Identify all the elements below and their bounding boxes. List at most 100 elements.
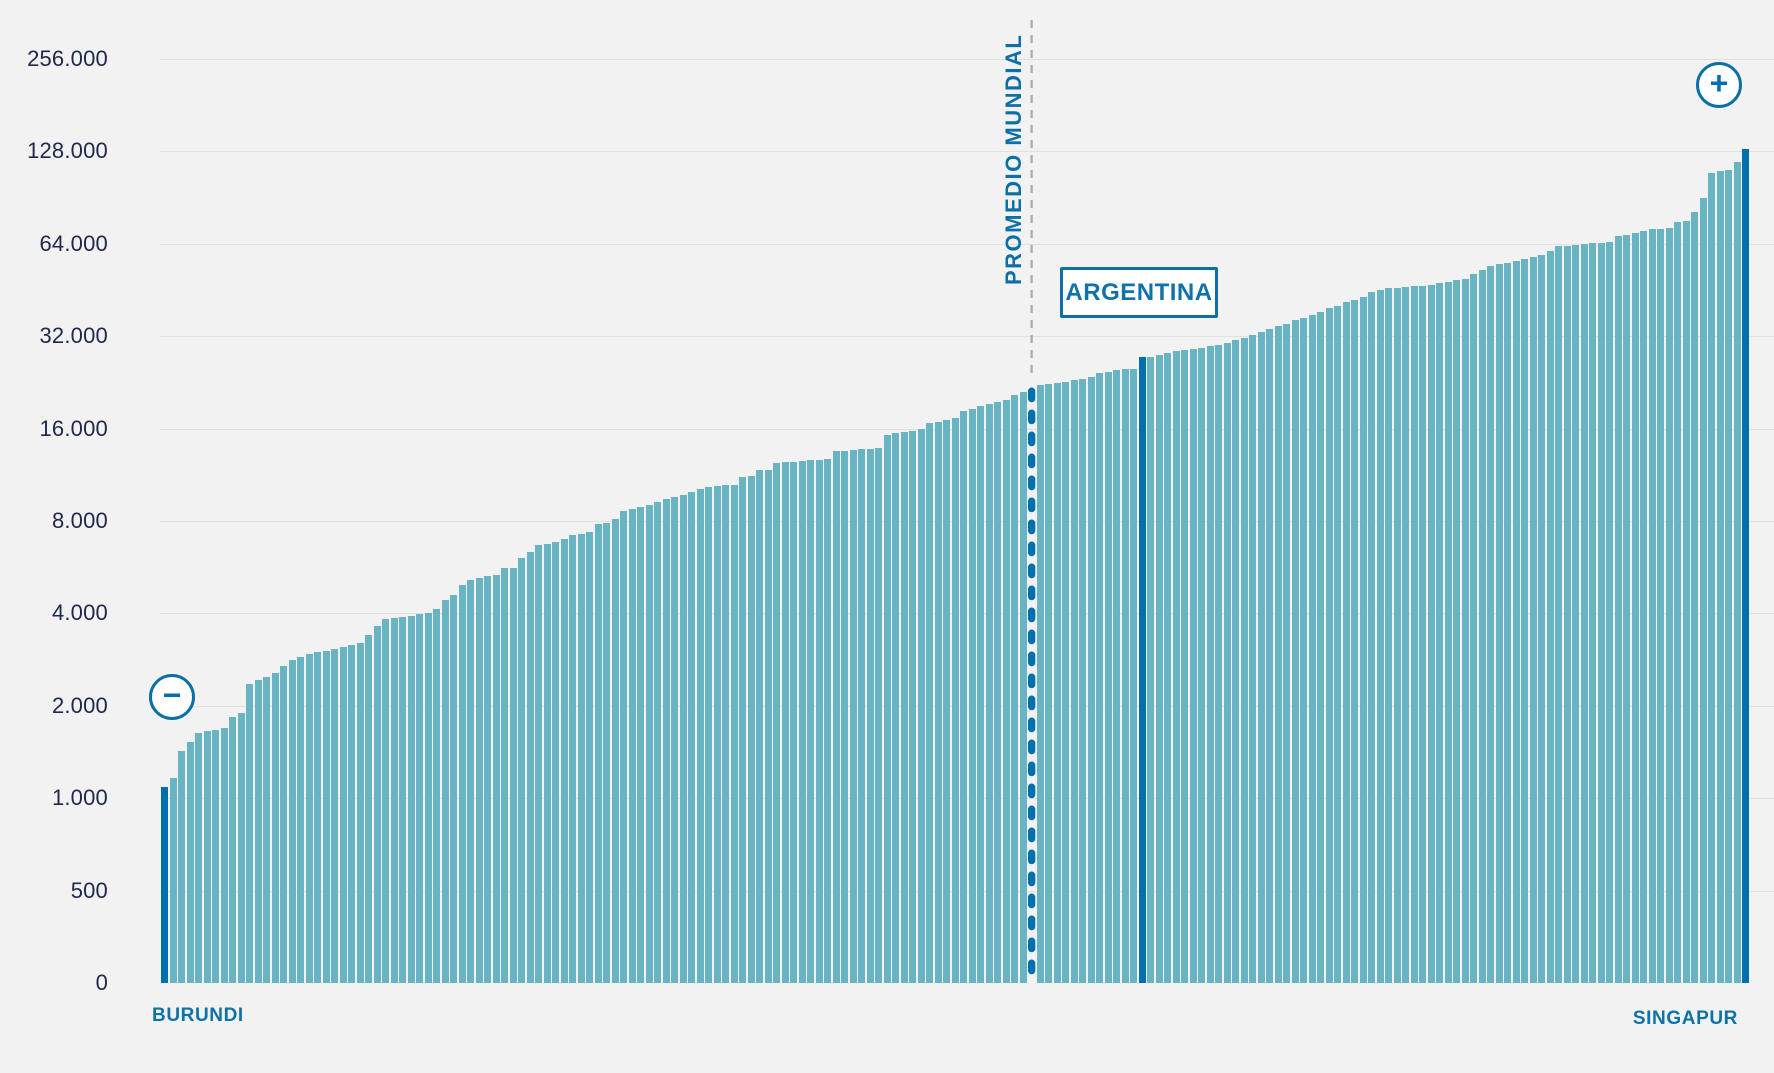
bar[interactable] [458, 585, 466, 983]
bar[interactable] [1181, 349, 1189, 983]
bar[interactable] [1623, 234, 1631, 983]
zoom-out-button[interactable]: − [149, 674, 195, 720]
bar[interactable] [543, 543, 551, 983]
bar[interactable] [620, 511, 628, 983]
bar[interactable] [1130, 368, 1138, 983]
bar[interactable] [790, 461, 798, 983]
bar[interactable] [246, 684, 254, 983]
bar[interactable] [858, 449, 866, 983]
bar[interactable] [1419, 285, 1427, 983]
bar[interactable] [263, 677, 271, 983]
bar[interactable] [849, 450, 857, 983]
bar[interactable] [229, 716, 237, 983]
bar[interactable] [824, 458, 832, 983]
bar[interactable] [365, 635, 373, 983]
bar[interactable] [1631, 233, 1639, 983]
bar[interactable] [1614, 235, 1622, 983]
bar[interactable] [1444, 281, 1452, 983]
bar[interactable] [1470, 274, 1478, 983]
bar[interactable] [1376, 290, 1384, 983]
bar[interactable] [688, 491, 696, 983]
bar[interactable] [1198, 347, 1206, 983]
bar[interactable] [1665, 227, 1673, 983]
bar[interactable] [671, 496, 679, 983]
bar[interactable] [951, 417, 959, 983]
bar[interactable] [1325, 308, 1333, 983]
bar[interactable] [1019, 392, 1027, 983]
bar[interactable] [1147, 356, 1155, 983]
bar[interactable] [1249, 335, 1257, 983]
bar[interactable] [883, 435, 891, 983]
bar[interactable] [1096, 373, 1104, 983]
bar[interactable] [509, 567, 517, 983]
bar[interactable] [764, 469, 772, 983]
bar[interactable] [994, 401, 1002, 983]
bar[interactable] [535, 545, 543, 983]
bar[interactable] [382, 618, 390, 983]
bar[interactable] [968, 409, 976, 983]
bar[interactable] [1036, 384, 1044, 983]
bar[interactable] [220, 727, 228, 983]
bar[interactable] [1113, 370, 1121, 983]
bar[interactable] [1606, 241, 1614, 983]
bar[interactable] [875, 447, 883, 983]
bar[interactable] [1342, 302, 1350, 983]
bar[interactable] [1266, 328, 1274, 983]
bar[interactable] [1495, 264, 1503, 983]
bar[interactable] [781, 462, 789, 983]
bar[interactable] [475, 578, 483, 983]
bar[interactable] [237, 712, 245, 983]
bar[interactable] [1206, 346, 1214, 983]
bar[interactable] [713, 486, 721, 983]
bar[interactable] [1691, 211, 1699, 983]
bar[interactable] [722, 485, 730, 983]
bar[interactable] [1240, 338, 1248, 983]
bar[interactable] [1589, 243, 1597, 983]
bar[interactable] [1648, 229, 1656, 983]
bar[interactable] [1257, 332, 1265, 983]
bar[interactable] [586, 531, 594, 983]
bar[interactable] [280, 665, 288, 983]
bar[interactable] [1215, 345, 1223, 983]
bar[interactable] [654, 502, 662, 983]
bar[interactable] [1487, 266, 1495, 983]
bar[interactable] [594, 523, 602, 983]
bar[interactable] [1674, 221, 1682, 983]
bar[interactable] [1087, 376, 1095, 983]
bar[interactable] [917, 429, 925, 983]
bar[interactable] [1504, 262, 1512, 983]
bar[interactable] [977, 406, 985, 983]
bar[interactable] [603, 523, 611, 983]
bar[interactable] [178, 750, 186, 983]
bar[interactable] [1104, 371, 1112, 983]
zoom-in-button[interactable]: + [1696, 62, 1742, 108]
bar[interactable] [909, 431, 917, 983]
bar[interactable] [212, 729, 220, 983]
bar[interactable] [1070, 380, 1078, 983]
bar[interactable] [1121, 369, 1129, 983]
bar[interactable] [1640, 230, 1648, 983]
bar[interactable] [1283, 323, 1291, 983]
bar[interactable] [1538, 255, 1546, 983]
bar[interactable] [1189, 348, 1197, 983]
bar[interactable] [628, 509, 636, 983]
bar[interactable] [841, 450, 849, 983]
bar[interactable] [1274, 326, 1282, 983]
bar[interactable] [492, 574, 500, 983]
bar[interactable] [1053, 383, 1061, 983]
bar[interactable] [1453, 279, 1461, 983]
bar[interactable] [1164, 352, 1172, 983]
bar[interactable] [1079, 379, 1087, 983]
bar[interactable] [662, 498, 670, 983]
bar[interactable] [416, 613, 424, 983]
bar[interactable] [297, 656, 305, 983]
bar[interactable] [696, 489, 704, 983]
bar[interactable] [705, 487, 713, 983]
bar[interactable] [1436, 283, 1444, 983]
bar[interactable] [424, 613, 432, 983]
bar[interactable] [467, 579, 475, 983]
bar[interactable] [450, 594, 458, 983]
bar[interactable] [441, 599, 449, 983]
bar[interactable] [560, 538, 568, 983]
bar[interactable] [501, 568, 509, 983]
